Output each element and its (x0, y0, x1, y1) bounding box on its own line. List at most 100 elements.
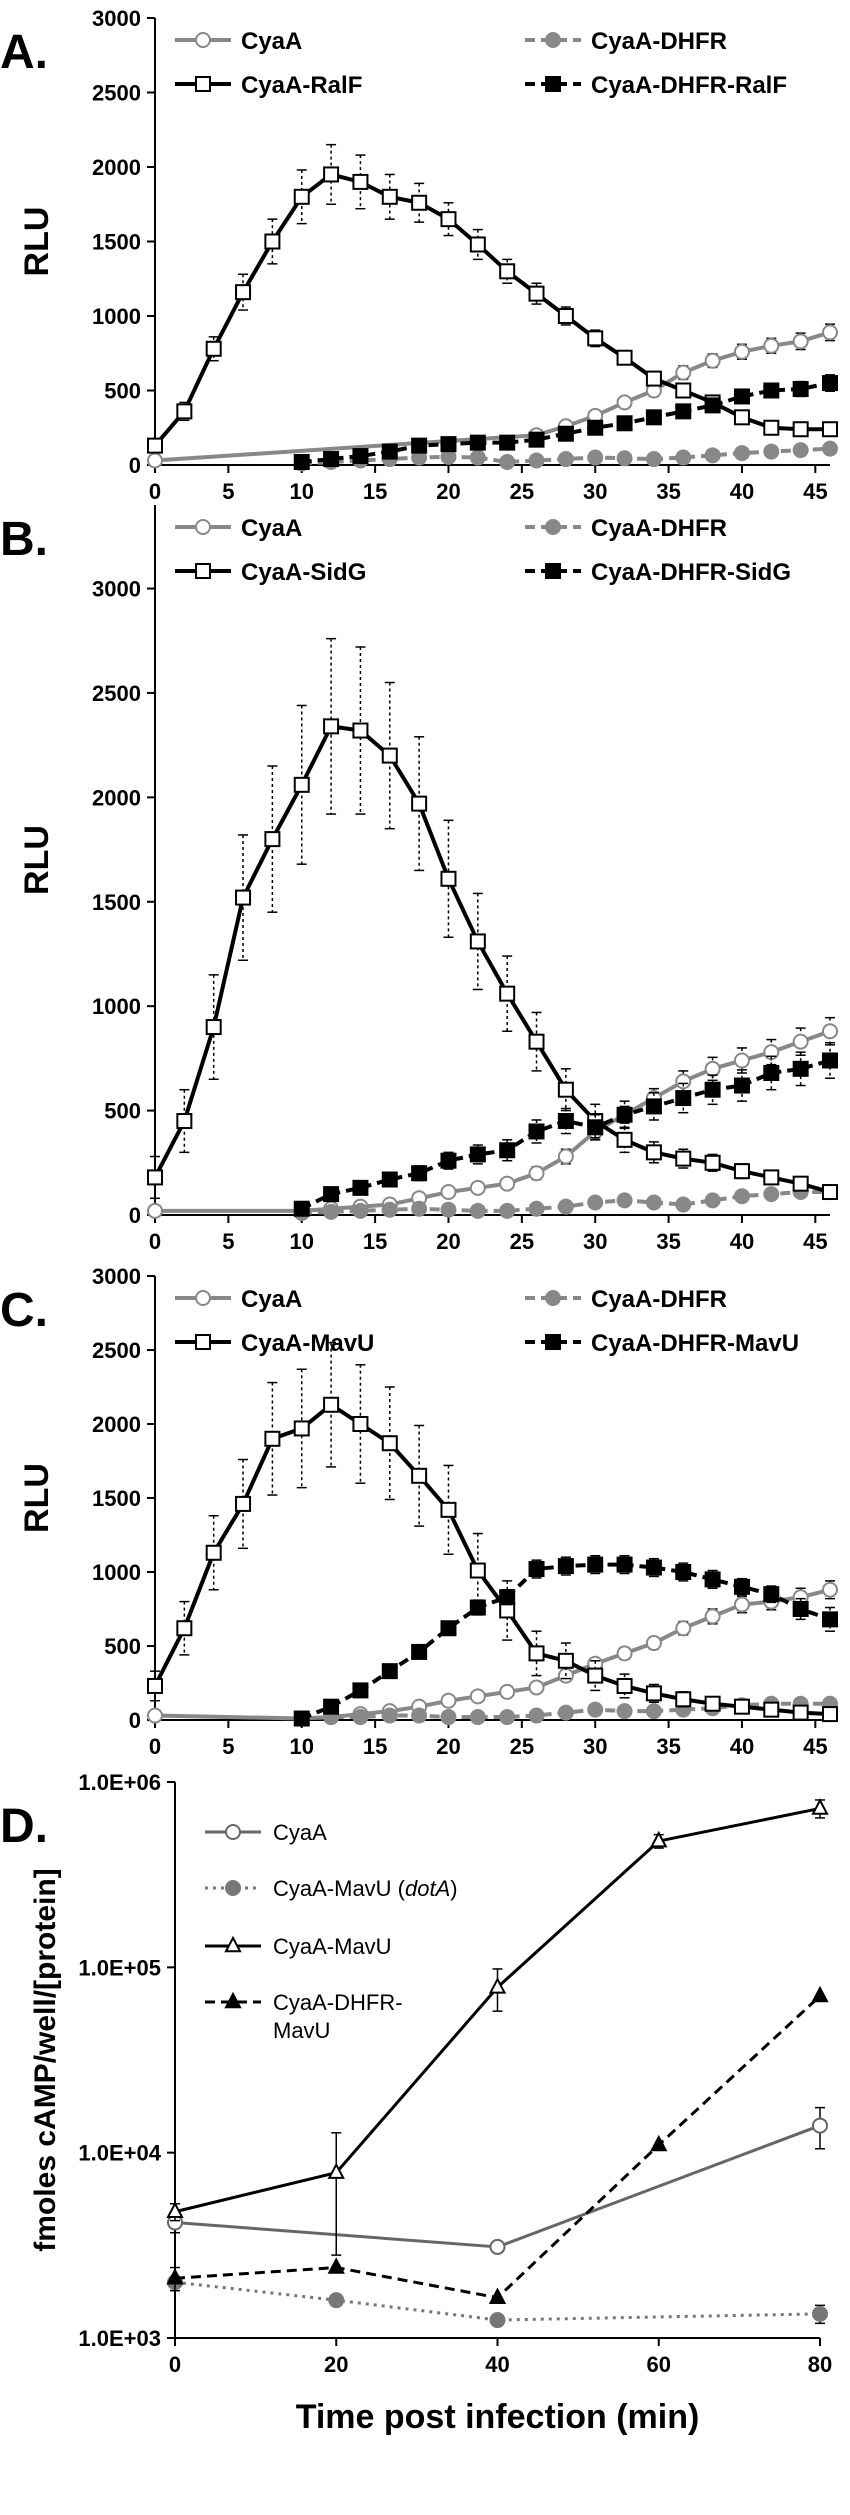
data-point (328, 2292, 345, 2309)
y-axis-title: fmoles cAMP/well/[protein] (29, 1868, 62, 2251)
y-tick-label: 0 (129, 453, 141, 478)
chart-panel-3: C. 0 500 1000 1500 2000 2500 3000 0 5 10 15 20 25 30 35… (0, 1264, 838, 1759)
data-point (557, 1704, 574, 1721)
x-tick-label: 5 (222, 479, 234, 504)
data-point (792, 442, 809, 459)
data-point (323, 1698, 340, 1715)
data-point (488, 2287, 507, 2304)
data-point (822, 1052, 838, 1069)
data-point (557, 1148, 574, 1165)
x-tick-label: 40 (730, 1734, 754, 1759)
data-point (587, 419, 604, 436)
data-point (645, 1685, 662, 1702)
data-point (822, 1184, 838, 1201)
legend-label: CyaA-DHFR-RalF (591, 72, 787, 99)
data-point (323, 1203, 340, 1220)
data-point (763, 1169, 780, 1186)
x-tick-label: 40 (485, 2352, 509, 2377)
legend-marker (545, 76, 561, 92)
series-3 (147, 637, 838, 1201)
series-4 (293, 374, 838, 471)
y-tick-label: 500 (104, 1099, 141, 1124)
data-point (352, 448, 369, 465)
data-point (763, 443, 780, 460)
y-axis-title: RLU (18, 825, 56, 895)
data-point (469, 933, 486, 950)
data-point (792, 381, 809, 398)
y-tick-label: 0 (129, 1708, 141, 1733)
data-point (381, 443, 398, 460)
data-point (469, 1179, 486, 1196)
data-point (352, 1709, 369, 1726)
data-point (469, 236, 486, 253)
data-point (587, 1556, 604, 1573)
data-point (675, 382, 692, 399)
x-tick-label: 20 (436, 1229, 460, 1254)
legend-label: CyaA-DHFR- (273, 1990, 403, 2015)
data-point (792, 1033, 809, 1050)
x-tick-label: 20 (436, 479, 460, 504)
data-point (352, 1202, 369, 1219)
data-point (616, 1645, 633, 1662)
x-tick-label: 60 (647, 2352, 671, 2377)
series-line (174, 2280, 821, 2322)
y-tick-label: 3000 (92, 1264, 141, 1289)
legend-marker (195, 1334, 211, 1350)
legend-label: CyaA-DHFR-SidG (591, 559, 791, 586)
x-tick-label: 10 (289, 1229, 313, 1254)
x-tick-label: 20 (436, 1734, 460, 1759)
y-tick-label: 2500 (92, 681, 141, 706)
data-point (822, 440, 838, 457)
data-point (733, 1188, 750, 1205)
data-point (675, 1090, 692, 1107)
data-point (411, 1467, 428, 1484)
data-point (733, 1578, 750, 1595)
data-point (645, 370, 662, 387)
data-point (528, 1561, 545, 1578)
series-line (154, 1587, 831, 1721)
data-point (616, 1677, 633, 1694)
legend: CyaA CyaA-DHFR CyaA-SidG CyaA-DHFR-SidG (175, 515, 791, 586)
panel-letter: D. (0, 1800, 48, 1853)
legend-label: CyaA-MavU (dotA) (273, 1876, 458, 1901)
data-point (733, 1052, 750, 1069)
panel-letter: B. (0, 513, 48, 566)
legend-label: CyaA-DHFR-MavU (591, 1330, 799, 1357)
data-point (440, 1692, 457, 1709)
legend-marker (224, 1935, 242, 1953)
data-point (352, 1179, 369, 1196)
series-line (153, 724, 831, 1194)
data-point (528, 1679, 545, 1696)
data-point (147, 437, 163, 454)
data-point (587, 330, 604, 347)
data-point (499, 263, 516, 280)
x-tick-label: 20 (324, 2352, 348, 2377)
chart-panel-4: D. 1.0E+03 1.0E+04 1.0E+05 1.0E+06 0 20 40 60 80 f… (0, 1770, 832, 2436)
y-tick-label: 500 (104, 1634, 141, 1659)
data-point (528, 431, 545, 448)
data-point (763, 337, 780, 354)
data-point (733, 445, 750, 462)
data-point (650, 1830, 668, 1848)
data-point (675, 1196, 692, 1213)
data-point (675, 1564, 692, 1580)
data-point (469, 1146, 486, 1163)
data-point (704, 1060, 721, 1077)
data-point (616, 394, 633, 411)
x-tick-label: 30 (583, 1229, 607, 1254)
data-point (557, 425, 574, 442)
data-point (293, 188, 310, 205)
legend-label: CyaA (241, 1286, 302, 1313)
data-point (704, 1081, 721, 1098)
data-point (763, 1586, 780, 1603)
y-tick-label: 3000 (92, 577, 141, 602)
data-point (499, 985, 516, 1002)
data-point (704, 1571, 721, 1588)
legend-marker (195, 76, 211, 92)
data-point (616, 1131, 633, 1148)
series-4 (293, 1554, 838, 1727)
data-point (352, 1682, 369, 1699)
data-point (645, 1635, 662, 1652)
data-point (381, 747, 398, 764)
data-point (616, 349, 633, 366)
